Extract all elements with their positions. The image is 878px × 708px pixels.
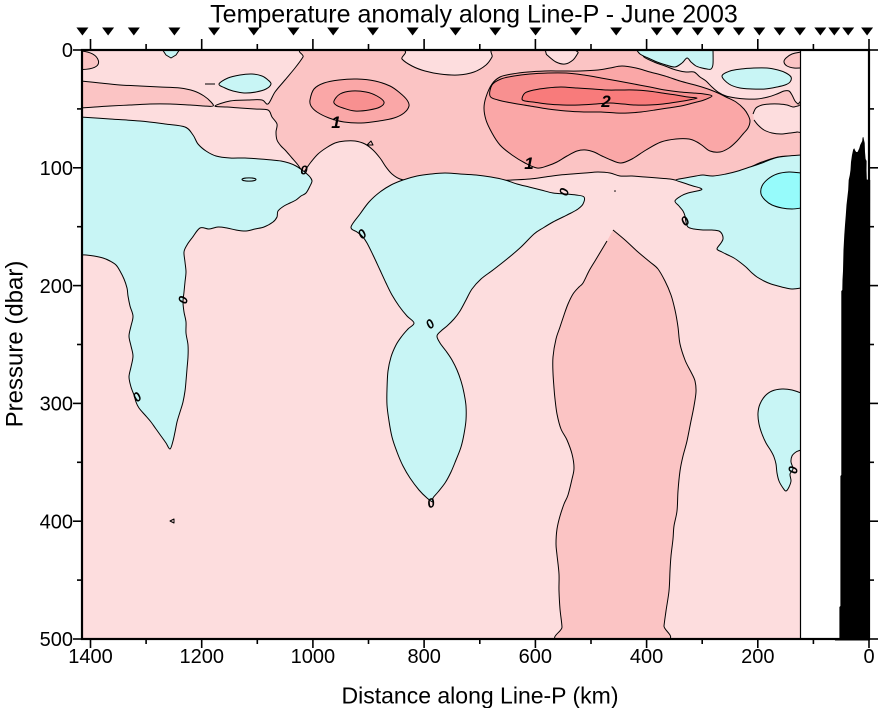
svg-text:500: 500 (40, 629, 73, 651)
svg-text:1000: 1000 (291, 646, 336, 668)
svg-text:200: 200 (40, 276, 73, 298)
svg-text:1: 1 (524, 154, 533, 173)
svg-text:2: 2 (600, 92, 611, 111)
svg-text:Distance along Line-P (km): Distance along Line-P (km) (342, 683, 619, 708)
svg-text:Temperature anomaly along Line: Temperature anomaly along Line-P - June … (210, 1, 738, 29)
svg-text:200: 200 (741, 646, 774, 668)
svg-text:0: 0 (300, 163, 308, 178)
svg-text:0: 0 (62, 40, 73, 62)
svg-text:0: 0 (863, 646, 874, 668)
svg-text:100: 100 (40, 158, 73, 180)
svg-text:400: 400 (630, 646, 663, 668)
svg-text:1200: 1200 (179, 646, 224, 668)
svg-text:1: 1 (331, 113, 340, 132)
svg-text:1400: 1400 (68, 646, 113, 668)
svg-text:0: 0 (175, 294, 192, 306)
svg-text:Pressure (dbar): Pressure (dbar) (2, 261, 29, 428)
svg-text:800: 800 (407, 646, 440, 668)
svg-text:600: 600 (519, 646, 552, 668)
svg-text:300: 300 (40, 394, 73, 416)
svg-text:0: 0 (426, 495, 438, 512)
svg-text:0: 0 (785, 464, 801, 474)
svg-text:400: 400 (40, 511, 73, 533)
svg-text:0: 0 (556, 186, 573, 198)
